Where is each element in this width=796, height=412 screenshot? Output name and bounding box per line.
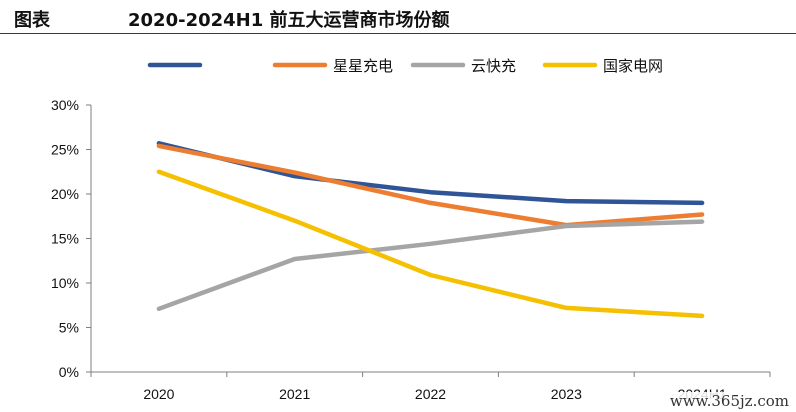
watermark: www.365jz.com: [666, 392, 792, 410]
series-lines: [156, 141, 705, 319]
y-tick-label: 5%: [59, 320, 79, 336]
y-tick-label: 10%: [51, 275, 79, 291]
x-tick-label: 2023: [551, 386, 582, 402]
y-tick-label: 30%: [51, 97, 79, 113]
title-bar: 图表 2020-2024H1 前五大运营商市场份额: [0, 0, 796, 34]
chart-title: 2020-2024H1 前五大运营商市场份额: [128, 10, 450, 31]
series-line-1: [156, 141, 705, 206]
y-tick-label: 0%: [59, 364, 79, 380]
legend-label-2: 星星充电: [333, 57, 393, 75]
y-tick-label: 25%: [51, 142, 79, 158]
series-line-2: [156, 143, 705, 228]
axes: 0%5%10%15%20%25%30%20202021202220232024H…: [51, 97, 771, 402]
figure-label: 图表: [14, 10, 50, 31]
x-tick-label: 2020: [143, 386, 174, 402]
x-tick-label: 2022: [415, 386, 446, 402]
x-tick-label: 2021: [279, 386, 310, 402]
y-tick-label: 15%: [51, 231, 79, 247]
series-line-3: [156, 219, 705, 312]
legend-label-4: 国家电网: [603, 57, 663, 75]
legend: 星星充电 云快充 国家电网: [147, 57, 663, 75]
legend-label-3: 云快充: [471, 57, 516, 75]
y-tick-label: 20%: [51, 186, 79, 202]
